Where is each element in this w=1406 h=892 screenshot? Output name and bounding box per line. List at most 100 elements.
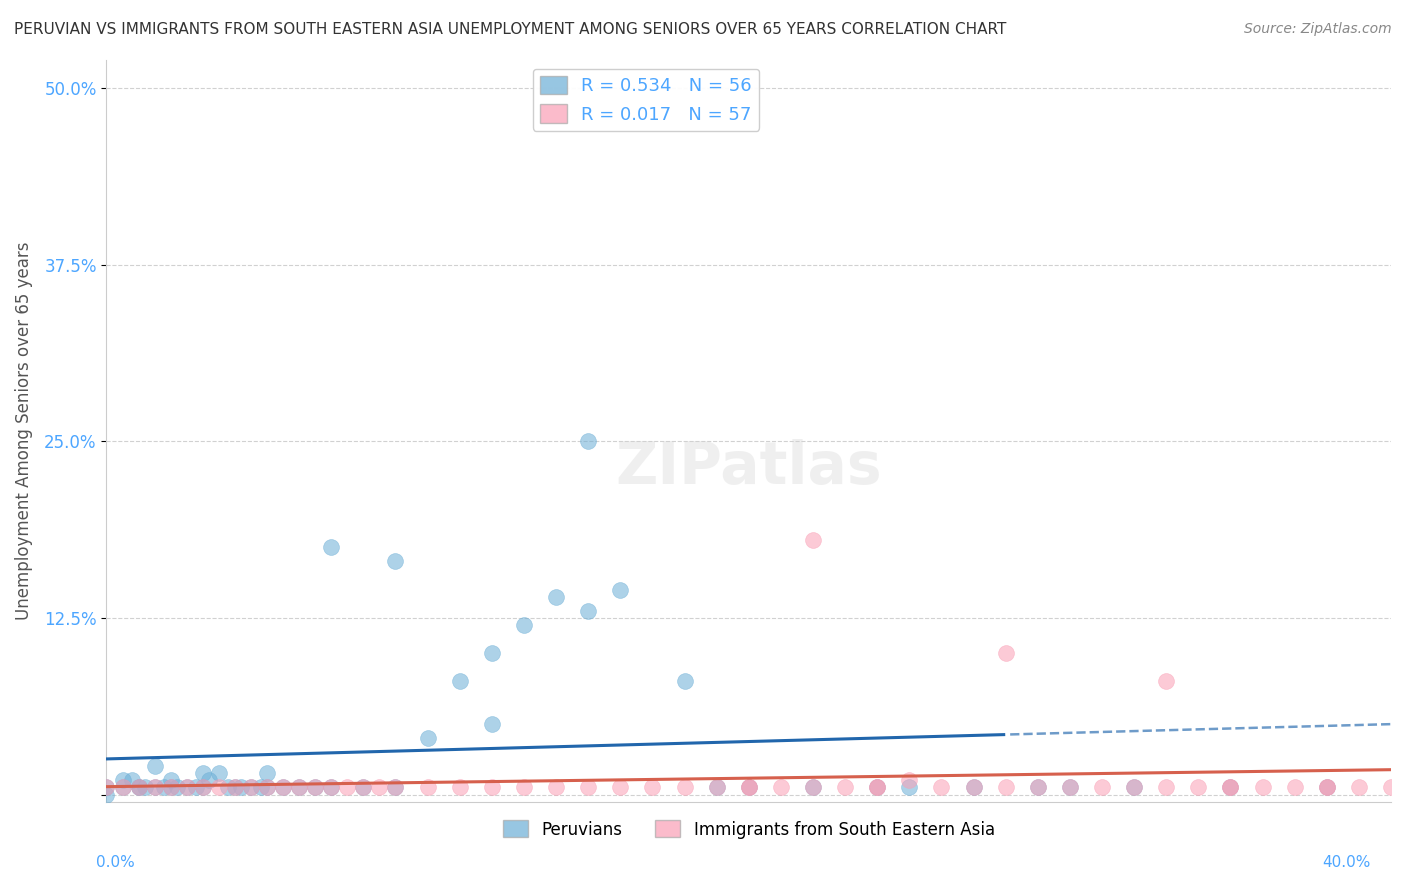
Point <box>1059 780 1081 795</box>
Point <box>1091 780 1114 795</box>
Point <box>866 780 889 795</box>
Point <box>239 780 262 795</box>
Point <box>994 780 1017 795</box>
Point <box>769 780 792 795</box>
Point <box>962 780 984 795</box>
Point <box>271 780 294 795</box>
Point <box>96 780 118 795</box>
Point <box>481 716 503 731</box>
Point <box>449 674 471 689</box>
Point <box>231 780 253 795</box>
Point <box>801 780 824 795</box>
Point <box>191 766 214 780</box>
Legend: Peruvians, Immigrants from South Eastern Asia: Peruvians, Immigrants from South Eastern… <box>496 814 1001 846</box>
Point <box>1123 780 1146 795</box>
Point <box>481 780 503 795</box>
Point <box>96 788 118 802</box>
Point <box>1251 780 1274 795</box>
Point <box>224 780 246 795</box>
Point <box>1316 780 1339 795</box>
Point <box>321 780 343 795</box>
Point <box>416 731 439 745</box>
Point <box>576 434 599 449</box>
Point <box>1123 780 1146 795</box>
Point <box>159 780 181 795</box>
Point <box>143 780 166 795</box>
Point <box>271 780 294 795</box>
Point <box>321 780 343 795</box>
Point <box>576 780 599 795</box>
Point <box>111 780 134 795</box>
Point <box>641 780 664 795</box>
Point <box>738 780 761 795</box>
Point <box>368 780 391 795</box>
Point <box>513 780 536 795</box>
Point <box>801 780 824 795</box>
Point <box>128 780 150 795</box>
Point <box>352 780 374 795</box>
Point <box>706 780 728 795</box>
Point <box>111 780 134 795</box>
Point <box>288 780 311 795</box>
Point <box>1219 780 1241 795</box>
Point <box>96 780 118 795</box>
Point <box>159 780 181 795</box>
Point <box>176 780 198 795</box>
Point <box>256 780 278 795</box>
Point <box>153 780 176 795</box>
Point <box>176 780 198 795</box>
Text: 0.0%: 0.0% <box>96 855 135 870</box>
Point <box>384 554 406 568</box>
Point <box>544 780 567 795</box>
Point <box>1219 780 1241 795</box>
Point <box>801 533 824 548</box>
Point <box>1026 780 1049 795</box>
Point <box>384 780 406 795</box>
Point <box>898 780 921 795</box>
Point <box>191 780 214 795</box>
Point <box>1154 780 1177 795</box>
Point <box>673 674 696 689</box>
Point <box>239 780 262 795</box>
Point <box>1059 780 1081 795</box>
Point <box>128 780 150 795</box>
Point <box>738 780 761 795</box>
Point <box>866 780 889 795</box>
Point <box>198 773 221 788</box>
Point <box>898 773 921 788</box>
Point <box>249 780 271 795</box>
Point <box>208 780 231 795</box>
Point <box>544 590 567 604</box>
Point <box>866 780 889 795</box>
Text: ZIPatlas: ZIPatlas <box>616 439 882 496</box>
Point <box>1187 780 1209 795</box>
Point <box>706 780 728 795</box>
Point <box>1219 780 1241 795</box>
Point <box>384 780 406 795</box>
Point <box>336 780 359 795</box>
Point <box>304 780 326 795</box>
Point <box>1026 780 1049 795</box>
Point <box>143 780 166 795</box>
Point <box>304 780 326 795</box>
Text: Source: ZipAtlas.com: Source: ZipAtlas.com <box>1244 22 1392 37</box>
Point <box>191 780 214 795</box>
Point <box>186 780 208 795</box>
Point <box>166 780 188 795</box>
Point <box>609 780 631 795</box>
Point <box>288 780 311 795</box>
Point <box>121 773 143 788</box>
Point <box>1316 780 1339 795</box>
Point <box>609 582 631 597</box>
Point <box>256 780 278 795</box>
Point <box>256 766 278 780</box>
Y-axis label: Unemployment Among Seniors over 65 years: Unemployment Among Seniors over 65 years <box>15 242 32 620</box>
Point <box>352 780 374 795</box>
Point <box>673 780 696 795</box>
Point <box>513 618 536 632</box>
Point <box>994 646 1017 660</box>
Point <box>134 780 156 795</box>
Text: 40.0%: 40.0% <box>1323 855 1371 870</box>
Point <box>1284 780 1306 795</box>
Point <box>1347 780 1369 795</box>
